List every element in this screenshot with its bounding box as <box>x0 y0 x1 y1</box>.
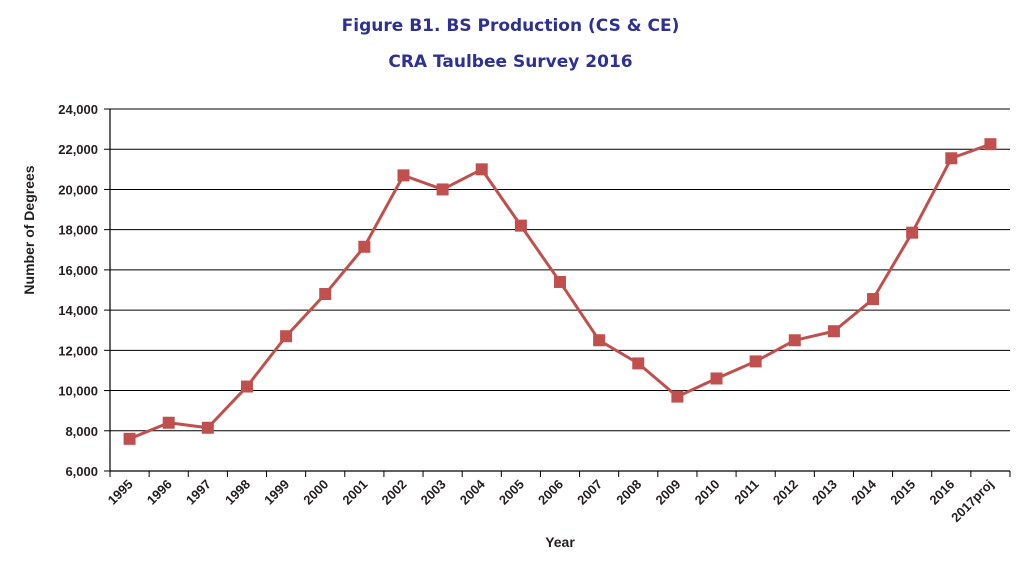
x-tick-label: 2000 <box>300 477 331 508</box>
x-tick-label: 1998 <box>222 477 253 508</box>
data-point <box>867 293 880 306</box>
x-tick-label: 2002 <box>379 477 410 508</box>
y-tick-label: 24,000 <box>58 102 98 117</box>
x-tick-label: 2013 <box>809 477 840 508</box>
chart-title: Figure B1. BS Production (CS & CE) <box>341 16 680 36</box>
y-tick-label: 20,000 <box>58 182 98 197</box>
x-tick-label: 2009 <box>652 477 683 508</box>
data-point <box>514 219 527 232</box>
x-tick-label: 2003 <box>418 477 449 508</box>
y-tick-label: 18,000 <box>58 223 98 238</box>
data-point <box>280 330 293 343</box>
x-tick-label: 2017proj <box>948 477 996 525</box>
chart-subtitle: CRA Taulbee Survey 2016 <box>388 52 633 72</box>
x-tick-label: 1996 <box>144 477 175 508</box>
y-tick-label: 12,000 <box>58 343 98 358</box>
data-point <box>358 240 371 253</box>
y-tick-label: 14,000 <box>58 303 98 318</box>
data-point <box>554 275 566 288</box>
x-tick-label: 2006 <box>535 477 566 508</box>
data-point <box>240 380 253 393</box>
x-tick-label: 1997 <box>183 477 214 508</box>
x-tick-label: 2007 <box>574 477 605 508</box>
data-point <box>632 357 645 370</box>
x-tick-label: 1995 <box>105 477 136 508</box>
x-tick-label: 2014 <box>848 476 880 508</box>
x-tick-label: 2008 <box>613 477 644 508</box>
data-point <box>984 138 997 151</box>
data-point <box>671 390 684 403</box>
data-point <box>397 169 410 182</box>
x-tick-label: 2005 <box>496 477 527 508</box>
x-axis-ticks: 1995 1996 1997 1998 1999 2000 2001 2002 2003 2004… <box>105 471 1011 525</box>
y-tick-label: 8,000 <box>65 424 98 439</box>
x-tick-label: 2015 <box>887 477 918 508</box>
data-point <box>475 163 488 176</box>
x-axis-title: Year <box>545 534 575 550</box>
data-point <box>749 355 762 368</box>
x-tick-label: 2004 <box>457 476 489 508</box>
data-point <box>710 372 723 385</box>
series-line <box>128 142 991 441</box>
x-tick-label: 2012 <box>770 477 801 508</box>
series-degrees <box>123 138 997 445</box>
data-point <box>123 432 136 445</box>
data-point <box>436 183 449 196</box>
y-tick-label: 6,000 <box>65 464 98 479</box>
data-point <box>788 334 801 347</box>
y-tick-label: 22,000 <box>58 142 98 157</box>
y-axis-title: Number of Degrees <box>21 165 37 294</box>
gridlines <box>110 108 1010 472</box>
data-point <box>593 334 606 347</box>
y-axis-ticks: 6,000 8,000 10,000 12,000 14,000 16,000 18,000… <box>58 102 110 479</box>
data-point <box>945 152 958 165</box>
data-point <box>201 421 214 434</box>
data-point <box>162 416 175 429</box>
data-point <box>319 288 332 301</box>
x-tick-label: 2011 <box>731 477 762 508</box>
y-tick-label: 10,000 <box>58 384 98 399</box>
data-point <box>827 325 840 338</box>
y-tick-label: 16,000 <box>58 263 98 278</box>
x-tick-label: 2010 <box>692 477 723 508</box>
x-tick-label: 2001 <box>339 477 370 508</box>
x-tick-label: 1999 <box>261 477 292 508</box>
data-point <box>906 226 919 239</box>
x-tick-label: 2016 <box>926 477 957 508</box>
